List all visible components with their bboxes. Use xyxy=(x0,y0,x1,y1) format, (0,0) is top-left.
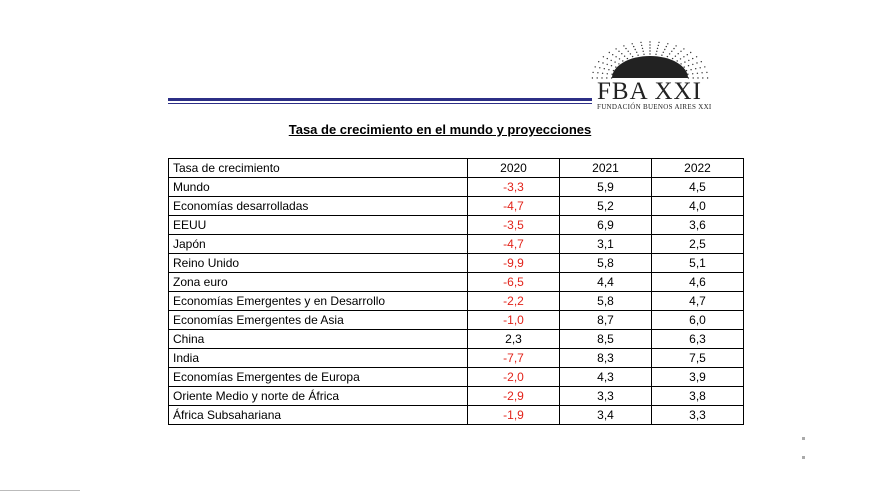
row-label: EEUU xyxy=(168,215,468,235)
value-2020: -9,9 xyxy=(467,253,560,273)
row-label: India xyxy=(168,348,468,368)
value-2020: -4,7 xyxy=(467,196,560,216)
value-2022: 3,8 xyxy=(651,386,744,406)
table-row: Japón -4,7 3,1 2,5 xyxy=(168,234,744,254)
row-label: Zona euro xyxy=(168,272,468,292)
row-label: Reino Unido xyxy=(168,253,468,273)
row-label: Mundo xyxy=(168,177,468,197)
column-header: 2020 xyxy=(467,158,560,178)
row-label: África Subsahariana xyxy=(168,405,468,425)
value-2020: -2,0 xyxy=(467,367,560,387)
row-label: Economías Emergentes de Asia xyxy=(168,310,468,330)
value-2021: 6,9 xyxy=(559,215,652,235)
row-label: Japón xyxy=(168,234,468,254)
decorative-dot xyxy=(802,456,805,459)
page-title: Tasa de crecimiento en el mundo y proyec… xyxy=(288,122,592,137)
value-2021: 8,5 xyxy=(559,329,652,349)
value-2021: 8,3 xyxy=(559,348,652,368)
value-2021: 8,7 xyxy=(559,310,652,330)
header-rule xyxy=(168,98,592,101)
value-2021: 4,4 xyxy=(559,272,652,292)
row-label: Economías Emergentes y en Desarrollo xyxy=(168,291,468,311)
row-label: Economías desarrolladas xyxy=(168,196,468,216)
row-label: China xyxy=(168,329,468,349)
value-2022: 3,9 xyxy=(651,367,744,387)
bottom-divider xyxy=(0,490,80,491)
row-label: Oriente Medio y norte de África xyxy=(168,386,468,406)
table-row: EEUU -3,5 6,9 3,6 xyxy=(168,215,744,235)
value-2021: 5,2 xyxy=(559,196,652,216)
column-header: Tasa de crecimiento xyxy=(168,158,468,178)
value-2022: 2,5 xyxy=(651,234,744,254)
value-2021: 3,3 xyxy=(559,386,652,406)
value-2022: 3,3 xyxy=(651,405,744,425)
value-2022: 3,6 xyxy=(651,215,744,235)
column-header: 2022 xyxy=(651,158,744,178)
value-2020: -7,7 xyxy=(467,348,560,368)
value-2021: 4,3 xyxy=(559,367,652,387)
value-2021: 3,1 xyxy=(559,234,652,254)
value-2022: 6,0 xyxy=(651,310,744,330)
table-row: Zona euro -6,5 4,4 4,6 xyxy=(168,272,744,292)
table-row: Oriente Medio y norte de África -2,9 3,3 3,… xyxy=(168,386,744,406)
value-2020: -1,9 xyxy=(467,405,560,425)
table-row: India -7,7 8,3 7,5 xyxy=(168,348,744,368)
table-row: Economías Emergentes y en Desarrollo -2,2… xyxy=(168,291,744,311)
value-2021: 5,8 xyxy=(559,291,652,311)
row-label: Economías Emergentes de Europa xyxy=(168,367,468,387)
table-row: China 2,3 8,5 6,3 xyxy=(168,329,744,349)
column-header: 2021 xyxy=(559,158,652,178)
table-header-row: Tasa de crecimiento 2020 2021 2022 xyxy=(168,158,744,178)
table-row: Economías Emergentes de Asia -1,0 8,7 6,0 xyxy=(168,310,744,330)
value-2020: -2,2 xyxy=(467,291,560,311)
value-2020: -6,5 xyxy=(467,272,560,292)
value-2022: 4,0 xyxy=(651,196,744,216)
fba-logo-rays-icon xyxy=(591,41,709,79)
value-2021: 5,9 xyxy=(559,177,652,197)
table-row: Economías desarrolladas -4,7 5,2 4,0 xyxy=(168,196,744,216)
table-row: África Subsahariana -1,9 3,4 3,3 xyxy=(168,405,744,425)
table-row: Reino Unido -9,9 5,8 5,1 xyxy=(168,253,744,273)
value-2020: -1,0 xyxy=(467,310,560,330)
value-2020: -4,7 xyxy=(467,234,560,254)
value-2020: -3,5 xyxy=(467,215,560,235)
decorative-dot xyxy=(802,437,805,440)
header-rule-thin xyxy=(168,103,592,104)
value-2022: 4,5 xyxy=(651,177,744,197)
value-2021: 5,8 xyxy=(559,253,652,273)
value-2022: 7,5 xyxy=(651,348,744,368)
value-2022: 4,6 xyxy=(651,272,744,292)
value-2021: 3,4 xyxy=(559,405,652,425)
table-row: Mundo -3,3 5,9 4,5 xyxy=(168,177,744,197)
value-2020: -3,3 xyxy=(467,177,560,197)
value-2020: 2,3 xyxy=(467,329,560,349)
growth-table: Tasa de crecimiento 2020 2021 2022 Mundo… xyxy=(168,158,744,425)
value-2022: 6,3 xyxy=(651,329,744,349)
value-2022: 4,7 xyxy=(651,291,744,311)
logo-name: FBA XXI xyxy=(597,78,702,105)
logo-subtitle: FUNDACIÓN BUENOS AIRES XXI xyxy=(597,103,712,111)
value-2022: 5,1 xyxy=(651,253,744,273)
value-2020: -2,9 xyxy=(467,386,560,406)
table-row: Economías Emergentes de Europa -2,0 4,3 3,9 xyxy=(168,367,744,387)
